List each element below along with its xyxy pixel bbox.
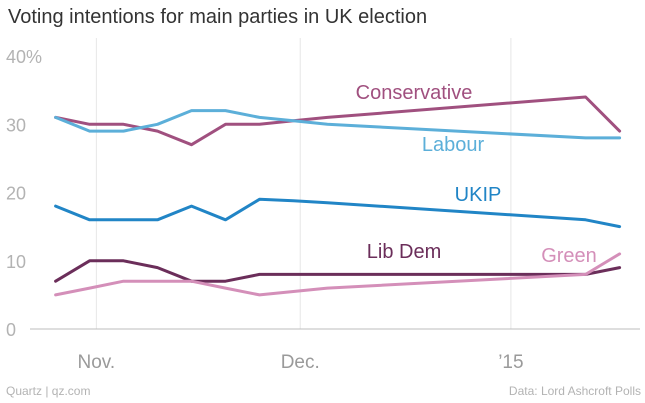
y-tick-label-30: 30 <box>6 115 26 135</box>
series-line-conservative <box>54 95 622 147</box>
data-source: Data: Lord Ashcroft Polls <box>508 384 641 398</box>
source-credit: Quartz | qz.com <box>6 384 91 398</box>
series-label-green: Green <box>541 245 597 267</box>
chart-title: Voting intentions for main parties in UK… <box>8 6 428 28</box>
series-label-labour: Labour <box>422 134 485 156</box>
y-axis: 0 10 20 30 40% <box>6 47 42 340</box>
series-line-labour <box>54 109 622 140</box>
y-tick-label-40: 40% <box>6 47 42 67</box>
x-tick-label-dec: Dec. <box>281 352 320 373</box>
series-label-lib-dem: Lib Dem <box>367 241 441 263</box>
series-line-ukip <box>54 197 622 229</box>
gridlines <box>95 38 512 329</box>
y-tick-label-20: 20 <box>6 184 26 204</box>
y-tick-label-10: 10 <box>6 252 26 272</box>
series-label-conservative: Conservative <box>356 82 473 104</box>
series-line-green <box>54 252 622 297</box>
x-axis: Nov. Dec. ’15 <box>30 328 640 373</box>
x-tick-label-nov: Nov. <box>78 352 116 373</box>
series-label-ukip: UKIP <box>455 184 502 206</box>
series-line-lib-dem <box>54 259 622 283</box>
series-lines <box>54 95 622 297</box>
x-tick-label-15: ’15 <box>498 352 523 373</box>
series-labels: Conservative Labour UKIP Lib Dem Green <box>356 82 597 267</box>
y-tick-label-0: 0 <box>6 320 16 340</box>
